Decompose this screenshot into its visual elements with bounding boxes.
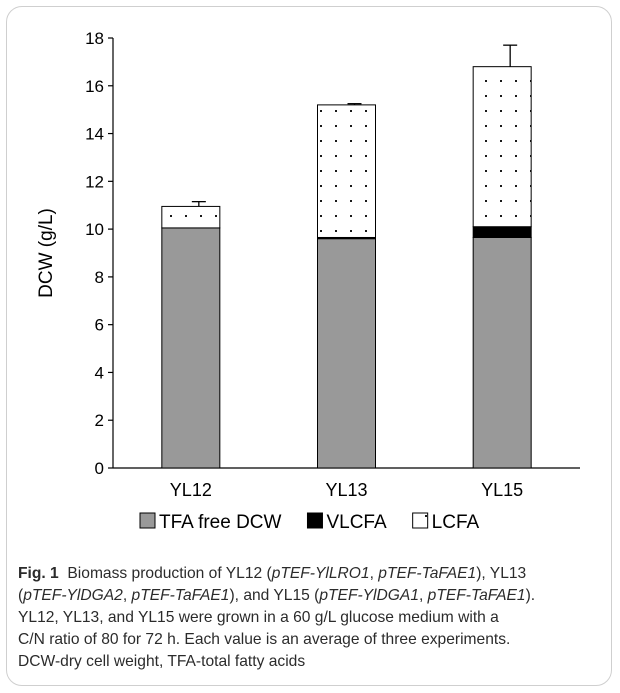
axes: 0 2 4 6 8 10 12 14 16 18 DCW (g/L) YL12 YL13 YL15 [36,29,580,500]
figure-frame [6,6,612,686]
figure-caption: Fig. 1 Biomass production of YL12 (pTEF-… [18,563,608,673]
caption-line-1-text: Biomass production of YL12 (pTEF-YlLRO1,… [67,565,526,582]
y-tick-label: 18 [85,29,104,48]
legend-label-lcfa: LCFA [432,512,480,533]
stacked-bar-chart: 0 2 4 6 8 10 12 14 16 18 DCW (g/L) YL12 YL13 YL15 TFA… [36,29,580,533]
y-axis-label: DCW (g/L) [36,208,57,298]
y-tick-label: 2 [95,411,104,430]
bar-tfa-free-dcw-yl15 [472,236,532,469]
caption-gene-name: pTEF-TaFAE1 [131,587,230,604]
y-tick-label: 14 [85,125,104,144]
caption-text: ). [525,587,536,604]
bar-vlcfa-yl15 [472,226,532,238]
bar-lcfa-yl12 [161,205,221,229]
legend: TFA free DCW VLCFA LCFA [139,512,480,533]
y-tick-label: 16 [85,77,104,96]
caption-gene-name: pTEF-TaFAE1 [427,587,526,604]
x-tick-label-yl15: YL15 [481,480,523,500]
caption-gene-name: pTEF-YlLRO1 [271,565,370,582]
bar-lcfa-yl13 [317,104,376,238]
y-tick-label: 4 [95,363,104,382]
caption-gene-name: pTEF-TaFAE1 [378,565,477,582]
caption-gene-name: pTEF-YlDGA1 [319,587,419,604]
x-tick-label-yl12: YL12 [170,480,212,500]
y-tick-label: 6 [95,316,104,335]
caption-line-3: YL12, YL13, and YL15 were grown in a 60 … [18,609,499,626]
legend-swatch-vlcfa [306,512,323,529]
bar-tfa-free-dcw-yl13 [317,238,376,469]
bar-lcfa-yl15 [472,66,532,228]
caption-line-1: Fig. 1 Biomass production of YL12 (pTEF-… [18,563,608,585]
bar-tfa-free-dcw-yl12 [161,227,221,469]
caption-line-2: (pTEF-YlDGA2, pTEF-TaFAE1), and YL15 (pT… [18,585,608,607]
caption-text: , [419,587,428,604]
caption-label: Fig. 1 [18,565,59,582]
bars [161,44,532,469]
y-tick-label: 8 [95,268,104,287]
caption-text: Biomass production of YL12 ( [67,565,272,582]
caption-text: , [122,587,132,604]
caption-gene-name: pTEF-YlDGA2 [23,587,123,604]
legend-swatch-lcfa [412,512,429,529]
caption-line-4: C/N ratio of 80 for 72 h. Each value is … [18,631,511,648]
caption-text: ), and YL15 ( [229,587,320,604]
y-tick-label: 12 [85,172,104,191]
caption-line-5: DCW-dry cell weight, TFA-total fatty aci… [18,653,306,670]
legend-swatch-tfa-free-dcw [139,512,156,529]
legend-label-vlcfa: VLCFA [326,512,387,533]
y-tick-label: 0 [95,459,104,478]
y-tick-label: 10 [85,220,104,239]
caption-text: ( [18,587,24,604]
x-tick-label-yl13: YL13 [325,480,367,500]
legend-label-tfa-free-dcw: TFA free DCW [159,512,282,533]
caption-text: ), YL13 [476,565,527,582]
caption-text: , [369,565,379,582]
